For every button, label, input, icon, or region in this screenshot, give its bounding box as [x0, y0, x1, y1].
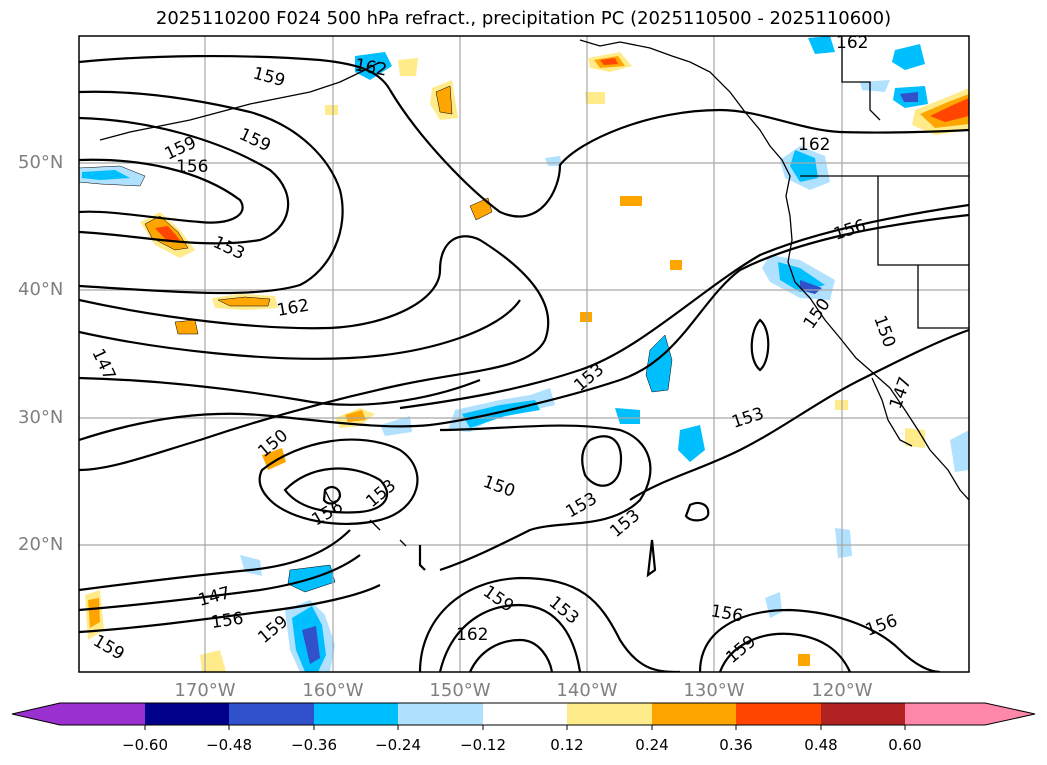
contour-label: 162	[836, 33, 868, 53]
colorbar	[11, 702, 1036, 730]
colorbar-tick-label: −0.60	[122, 736, 168, 754]
chart-title: 2025110200 F024 500 hPa refract., precip…	[155, 8, 892, 29]
lat-label: 20°N	[18, 534, 64, 555]
lon-label: 170°W	[174, 680, 236, 701]
lat-label: 40°N	[18, 279, 64, 300]
lon-label: 150°W	[429, 680, 491, 701]
colorbar-bin	[821, 703, 905, 725]
colorbar-bin	[652, 703, 736, 725]
colorbar-bin	[483, 703, 567, 725]
lon-label: 160°W	[302, 680, 364, 701]
colorbar-tick-label: 0.48	[804, 736, 838, 754]
contour-label: 156	[176, 157, 208, 177]
colorbar-tick-label: 0.36	[719, 736, 753, 754]
colorbar-ticks	[144, 725, 906, 730]
refractivity-contours	[79, 54, 969, 672]
contour-label: 162	[456, 625, 488, 645]
map-frame	[78, 35, 970, 673]
colorbar-tick-label: 0.60	[888, 736, 922, 754]
colorbar-tick-label: −0.48	[206, 736, 252, 754]
lat-label: 30°N	[18, 407, 64, 428]
colorbar-bin	[567, 703, 652, 725]
lon-label: 120°W	[811, 680, 873, 701]
lat-label: 50°N	[18, 152, 64, 173]
colorbar-bin	[398, 703, 483, 725]
colorbar-outline	[11, 702, 1036, 726]
colorbar-bin	[60, 703, 145, 725]
colorbar-tick-label: −0.12	[460, 736, 506, 754]
colorbar-bin	[314, 703, 398, 725]
colorbar-tick-label: 0.24	[635, 736, 669, 754]
colorbar-extend-min	[12, 703, 60, 725]
colorbar-bin	[905, 703, 985, 725]
colorbar-bin	[229, 703, 314, 725]
lon-label: 140°W	[556, 680, 618, 701]
colorbar-tick-label: −0.24	[375, 736, 421, 754]
colorbar-extend-max	[985, 703, 1035, 725]
graticule	[79, 36, 969, 672]
contour-label: 156	[210, 609, 245, 633]
colorbar-tick-label: 0.12	[550, 736, 584, 754]
colorbar-bin	[145, 703, 229, 725]
colorbar-bin	[736, 703, 821, 725]
contour-label: 162	[798, 135, 830, 155]
colorbar-tick-label: −0.36	[291, 736, 337, 754]
lon-label: 130°W	[683, 680, 745, 701]
